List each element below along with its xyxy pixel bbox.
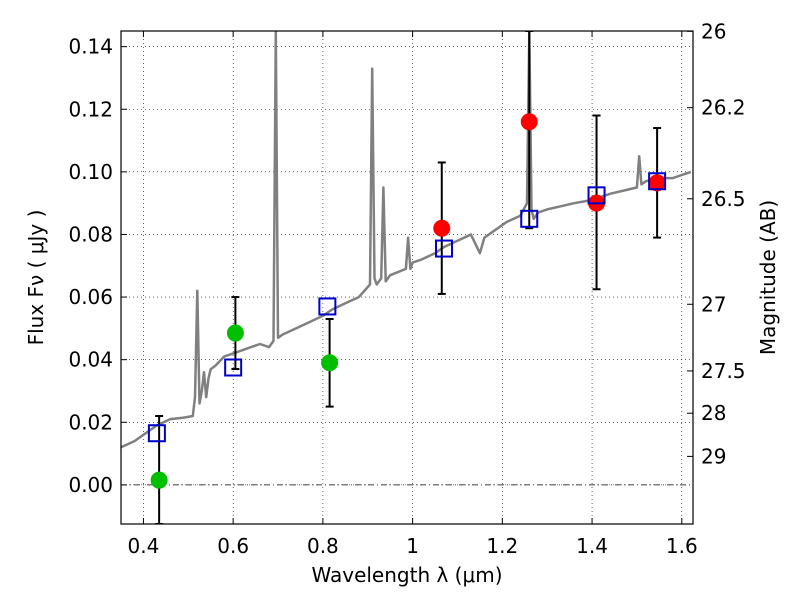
y-tick-label: 0.04: [68, 348, 113, 372]
y2-tick-label: 28: [701, 401, 726, 425]
x-axis-label: Wavelength λ (μm): [311, 563, 502, 587]
y-tick-label: 0.08: [68, 222, 113, 246]
y2-axis-label: Magnitude (AB): [756, 200, 780, 355]
x-tick-label: 0.8: [307, 534, 339, 558]
model-flux-square: [318, 297, 337, 316]
axes: 0.4 0.6 0.8 1 1.2 1.4 1.6 0.00 0.02 0.04 0.06 0.08 0…: [68, 19, 745, 558]
y2-tick-label: 26.5: [701, 187, 746, 211]
y-axis-label: Flux Fν ( μJy ): [24, 210, 48, 346]
model-flux-square: [520, 209, 539, 228]
y-tick-label: 0.14: [68, 35, 113, 59]
plot-area: [121, 31, 692, 524]
y-tick-label: 0.12: [68, 97, 113, 121]
plot-frame: [120, 30, 694, 525]
y-tick-label: 0.02: [68, 410, 113, 434]
model-flux-square: [648, 172, 667, 191]
model-flux-square: [587, 186, 606, 205]
model-flux-square: [224, 358, 243, 377]
y-tick-label: 0.06: [68, 285, 113, 309]
y2-tick-label: 26: [701, 19, 726, 43]
model-flux-square: [147, 424, 166, 443]
x-tick-label: 0.6: [217, 534, 249, 558]
green-photometry-point: [150, 471, 168, 489]
red-photometry-point: [433, 219, 451, 237]
y2-tick-label: 27.5: [701, 359, 746, 383]
model-flux-square: [435, 239, 454, 258]
red-photometry-point: [520, 113, 538, 131]
green-photometry-point: [321, 354, 339, 372]
green-photometry-point: [226, 324, 244, 342]
y2-tick-label: 29: [701, 444, 726, 468]
y-tick-label: 0.00: [68, 473, 113, 497]
x-tick-label: 0.4: [128, 534, 160, 558]
x-tick-label: 1.4: [576, 534, 608, 558]
model-spectrum-line: [121, 31, 692, 449]
x-tick-label: 1.2: [486, 534, 518, 558]
grid-lines: [121, 31, 693, 524]
y2-tick-label: 27: [701, 292, 726, 316]
x-tick-label: 1.6: [666, 534, 698, 558]
y-tick-label: 0.10: [68, 160, 113, 184]
y2-tick-label: 26.2: [701, 96, 746, 120]
x-tick-label: 1: [406, 534, 419, 558]
